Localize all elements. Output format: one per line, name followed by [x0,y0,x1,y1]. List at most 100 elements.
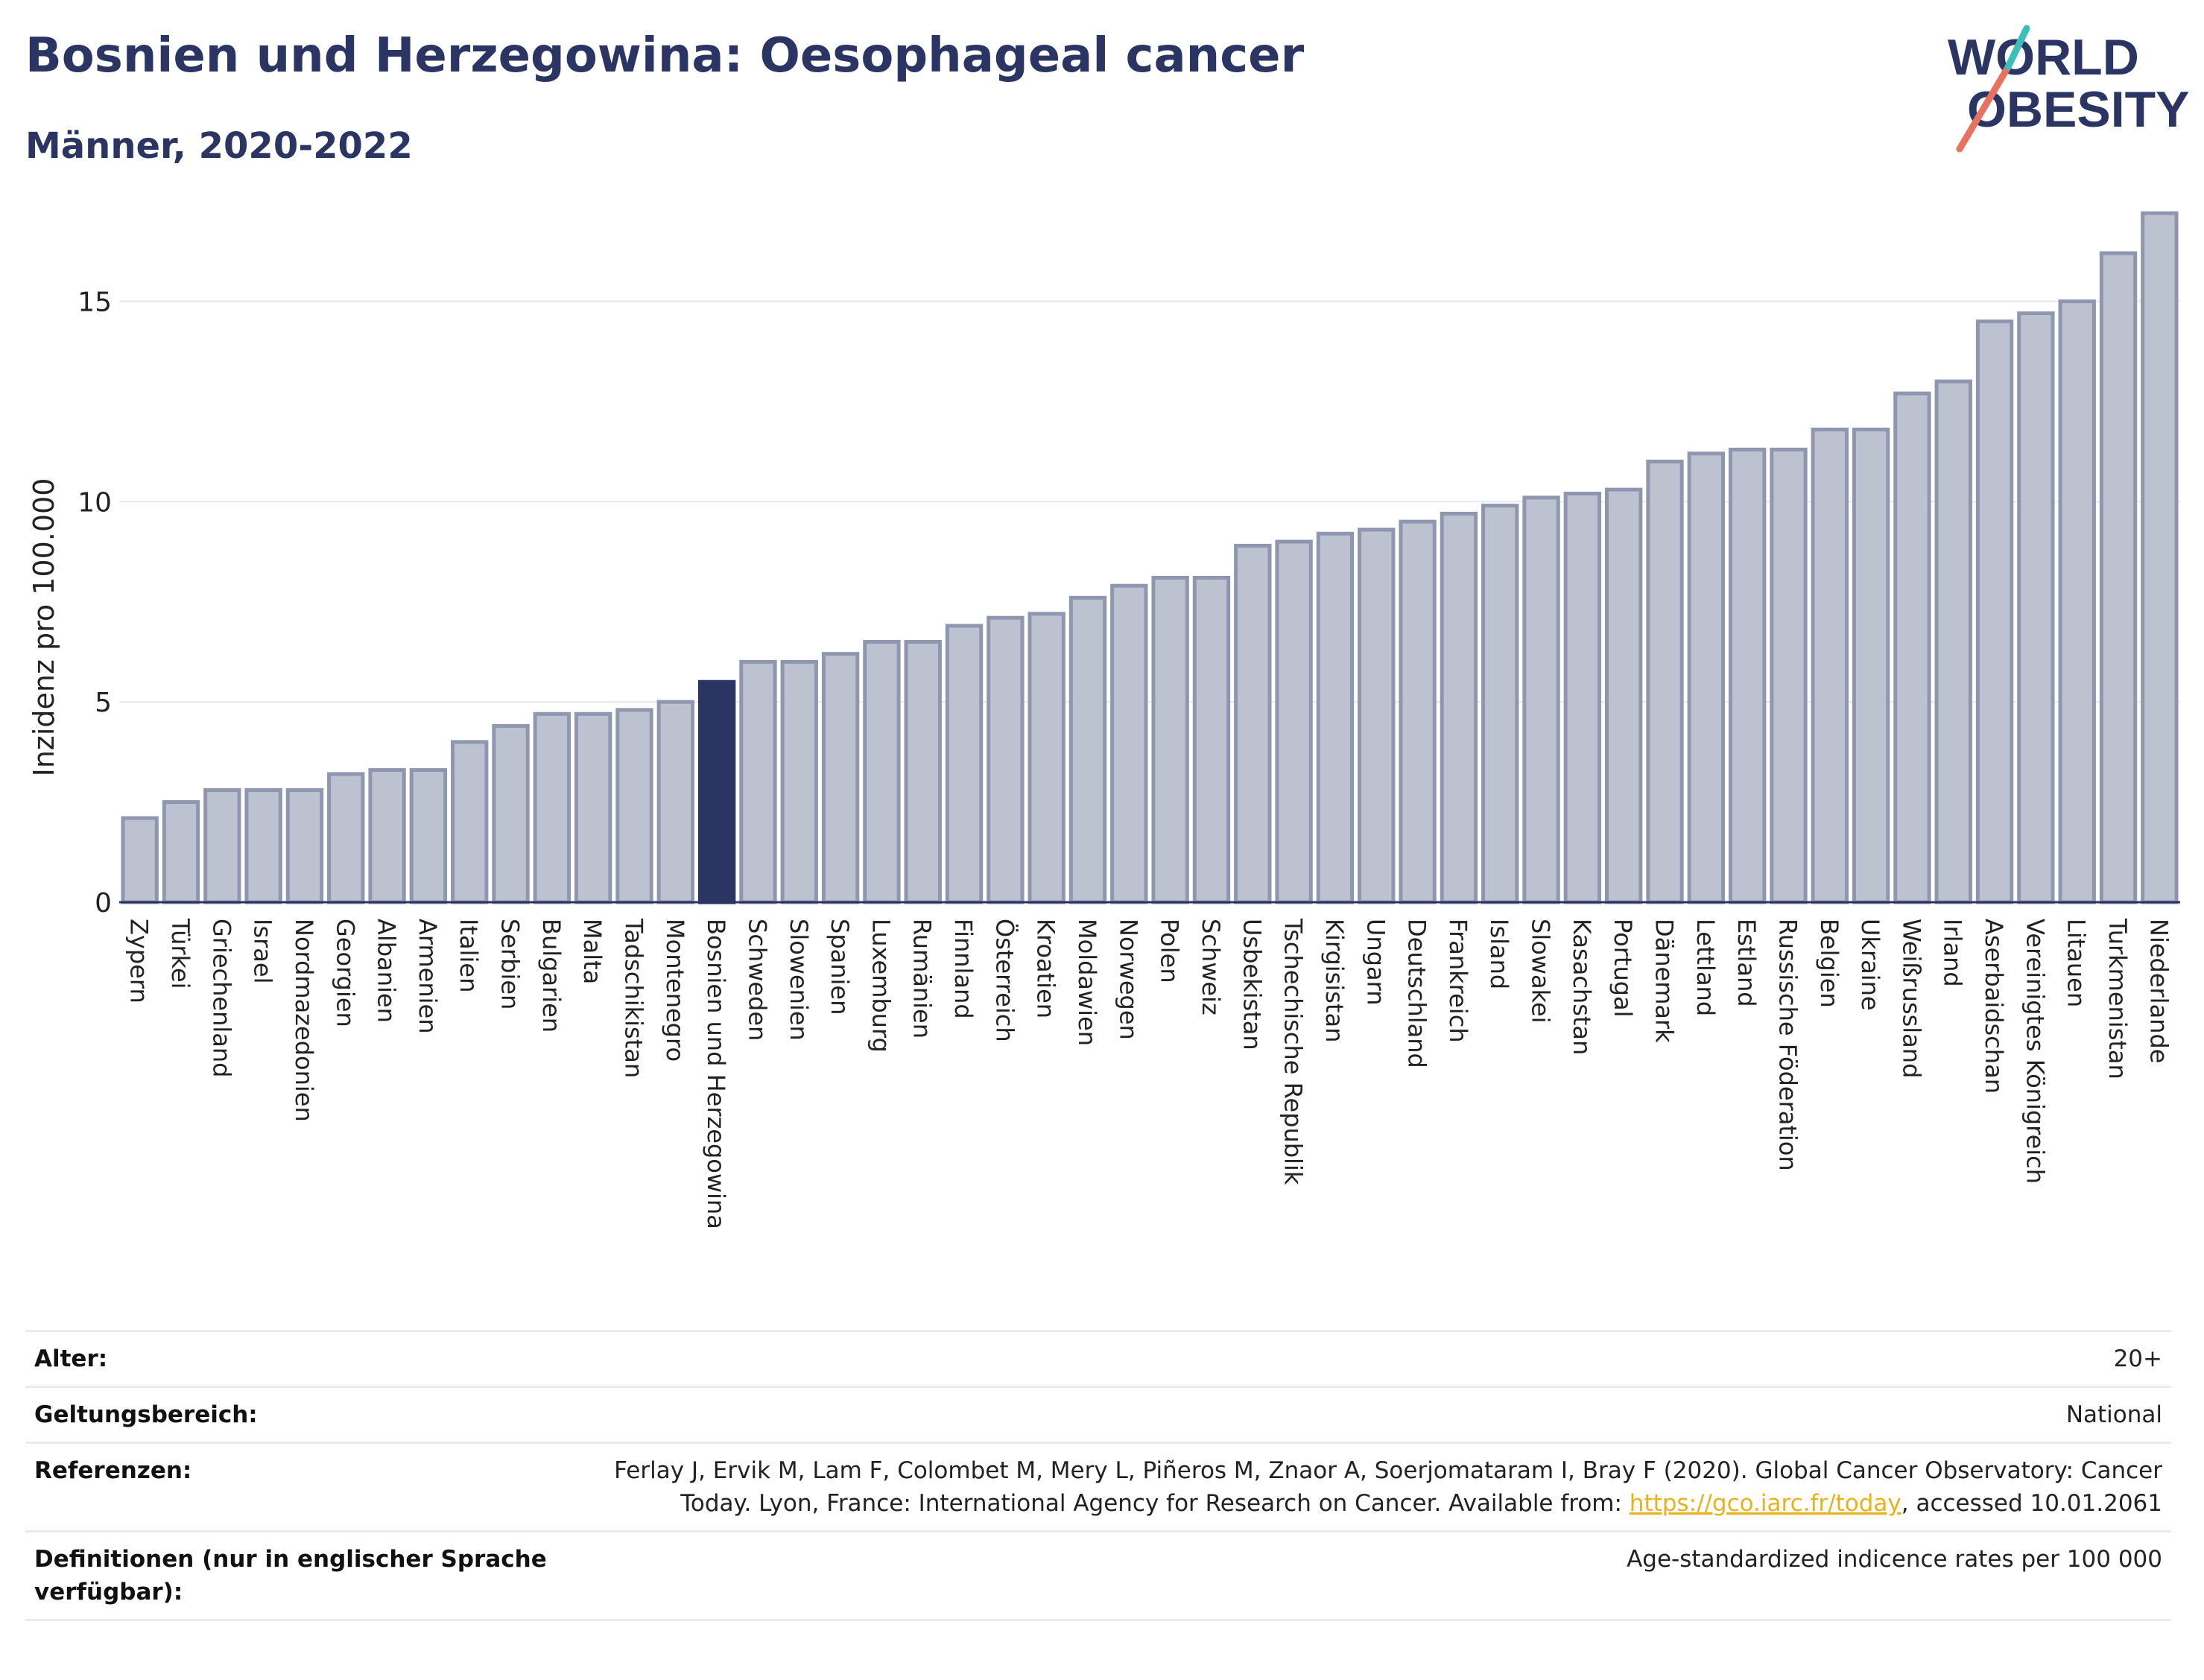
x-tick-label: Montenegro [661,919,689,1062]
x-tick-label: Schweden [743,919,771,1041]
x-tick-label: Österreich [990,919,1019,1042]
x-tick-label: Niederlande [2144,919,2173,1063]
bar [1770,447,1808,904]
logo-line2: OBESITY [1967,81,2190,138]
bar [162,800,200,904]
x-tick-label: Aserbaidschan [1980,919,2008,1094]
x-tick-label: Ukraine [1856,919,1884,1011]
bar [1852,427,1890,904]
meta-key: Referenzen: [34,1457,192,1484]
bar [1687,451,1726,904]
x-tick-label: Kroatien [1032,919,1060,1018]
y-tick-label: 15 [77,287,112,317]
bar [327,772,365,904]
bar [1811,427,1849,904]
bar [739,659,777,904]
bar [1151,575,1189,904]
y-tick-labels: 0 5 10 15 [77,287,112,919]
logo-line1: WORLD [1948,29,2139,86]
bar [574,711,612,904]
x-tick-label: Spanien [826,919,854,1015]
bar [2058,299,2096,904]
bar [1234,543,1272,904]
bar [780,659,818,904]
x-tick-label: Bosnien und Herzegowina [702,919,730,1229]
metadata-table: Alter: 20+ Geltungsbereich: National Ref… [25,1330,2171,1621]
reference-line-2: Today. Lyon, France: International Agenc… [601,1487,2162,1520]
meta-row-definitions: Definitionen (nur in englischer Sprache … [25,1530,2171,1621]
x-tick-label: Irland [1939,919,1967,987]
bar [987,615,1025,904]
x-tick-label: Tadschikistan [620,918,648,1078]
x-tick-label: Kirgisistan [1320,919,1349,1042]
y-tick-label: 10 [77,487,112,518]
x-tick-label: Portugal [1609,919,1637,1018]
meta-key: Geltungsbereich: [34,1401,258,1428]
bar [368,768,406,904]
bar [1934,379,1972,904]
y-axis-label: Inzidenz pro 100.000 [28,478,60,777]
x-tick-label: Kasachstan [1568,919,1596,1055]
bar [203,787,241,904]
x-tick-label: Georgien [331,919,359,1027]
x-tick-label: Moldawien [1073,919,1101,1046]
bar [1893,391,1931,904]
meta-key: Alter: [34,1345,108,1372]
bar [1563,492,1602,904]
bar [1975,319,2014,904]
bar [1068,595,1107,904]
reference-line-1: Ferlay J, Ervik M, Lam F, Colombet M, Me… [614,1457,2162,1484]
x-tick-label: Schweiz [1197,919,1225,1015]
meta-value: Age-standardized indicence rates per 100… [1627,1546,2162,1573]
x-tick-label: Luxemburg [867,919,895,1053]
x-tick-label: Griechenland [207,919,235,1077]
bar [2099,251,2138,904]
x-tick-label: Zypern [125,919,153,1004]
bar [697,679,736,904]
bar [451,740,489,904]
bar [1522,495,1560,904]
bar [1604,487,1643,904]
bar [1646,460,1684,904]
bar [1358,527,1396,904]
x-tick-label: Vereinigtes Königreich [2021,919,2049,1184]
bar [2017,311,2055,904]
bar [409,768,448,904]
x-tick-label: Finnland [949,919,978,1019]
x-tick-label: Türkei [166,918,194,989]
reference-link[interactable]: https://gco.iarc.fr/today [1629,1490,1901,1517]
meta-value: 20+ [2113,1345,2162,1372]
bars [121,211,2179,904]
x-tick-label: Israel [249,919,277,983]
x-tick-label: Dänemark [1650,919,1679,1043]
bar [615,708,653,904]
meta-row-scope: Geltungsbereich: National [25,1386,2171,1442]
x-tick-label: Turkmenistan [2103,918,2132,1080]
bar [1316,531,1355,904]
x-tick-label: Norwegen [1114,919,1142,1040]
x-tick-label: Slowakei [1527,919,1555,1024]
x-tick-label: Russische Föderation [1773,919,1802,1171]
x-tick-label: Albanien [373,919,401,1023]
chart-title: Bosnien und Herzegowina: Oesophageal can… [25,28,1305,83]
bar [2141,211,2179,904]
x-tick-label: Belgien [1815,919,1843,1008]
x-tick-label: Ungarn [1361,919,1390,1006]
x-tick-label: Deutschland [1403,919,1431,1068]
bar [285,787,324,904]
x-tick-label: Malta [578,919,607,984]
bar [1440,511,1478,904]
x-tick-label: Weißrussland [1897,919,1925,1078]
x-tick-label: Serbien [496,919,525,1009]
bar [1027,612,1065,904]
x-tick-label: Usbekistan [1238,919,1266,1050]
bar [1192,575,1231,904]
bar [656,700,695,904]
x-tick-label: Lettland [1691,919,1720,1016]
bar [1481,504,1519,904]
x-tick-label: Italien [455,919,483,992]
x-tick-label: Polen [1156,919,1184,983]
meta-row-references: Referenzen: Ferlay J, Ervik M, Lam F, Co… [25,1442,2171,1530]
x-tick-label: Litauen [2062,919,2091,1007]
bar [1728,447,1767,904]
